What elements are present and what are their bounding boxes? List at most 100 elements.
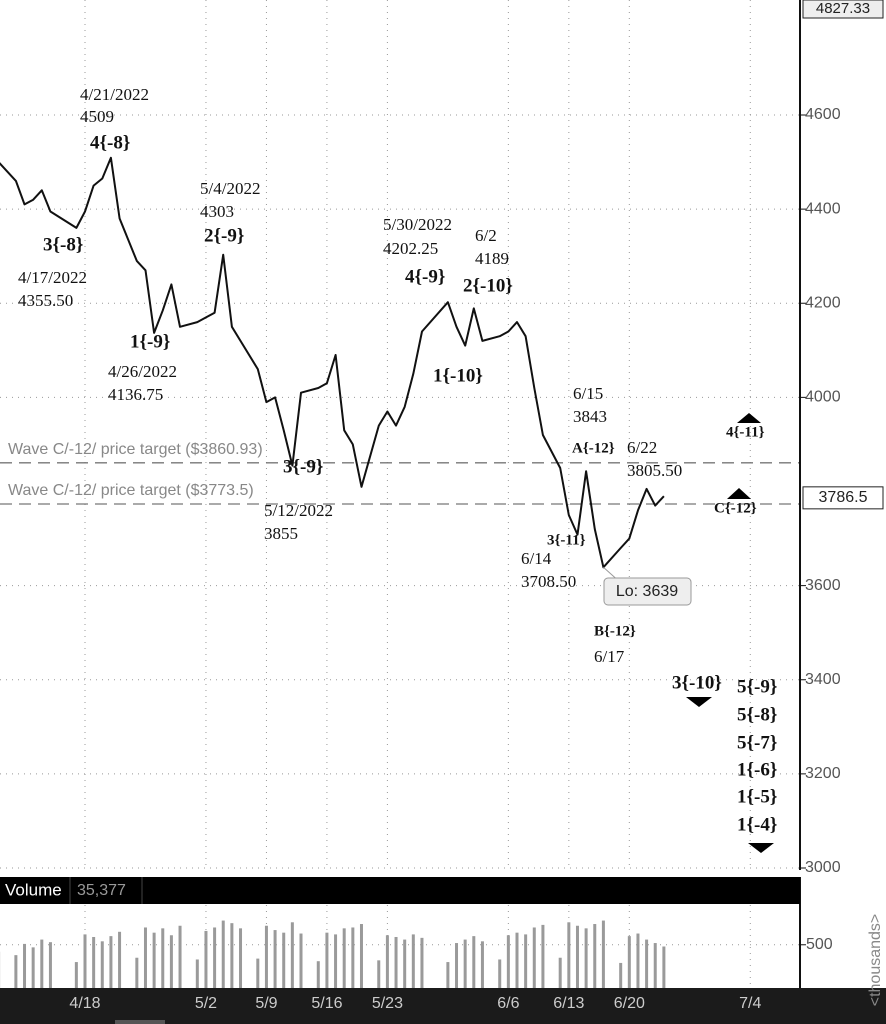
callout-connector [603, 566, 616, 579]
volume-bar [532, 927, 536, 988]
y-tick-label: 4000 [805, 389, 841, 406]
axis-max-label: 4827.33 [816, 0, 870, 17]
annotation: 3{-11} [547, 532, 586, 548]
volume-bar [601, 920, 605, 988]
annotation: C{-12} [714, 500, 757, 516]
volume-bar [411, 934, 415, 988]
annotation: 4189 [475, 249, 509, 268]
volume-bar [14, 955, 18, 988]
x-tick-label: 5/9 [255, 995, 277, 1012]
x-tick-label: 6/13 [553, 995, 584, 1012]
annotation: 4303 [200, 202, 234, 221]
volume-bar [463, 939, 467, 988]
volume-bar [23, 943, 27, 988]
y-tick-label: 3200 [805, 765, 841, 782]
volume-area: 500 [0, 920, 833, 988]
volume-bar [109, 936, 113, 988]
volume-axis-label: <thousands> [867, 914, 884, 1007]
axis-max-box [802, 0, 884, 19]
annotation: 4355.50 [18, 291, 73, 310]
volume-bar [558, 957, 562, 988]
annotation: 5/30/2022 [383, 215, 452, 234]
annotation: 1{-10} [433, 365, 483, 386]
volume-bar [83, 934, 87, 988]
volume-bar [48, 942, 52, 988]
volume-bar [575, 925, 579, 988]
price-target-label: Wave C/-12/ price target ($3860.93) [8, 441, 263, 458]
annotation: 3{-9} [283, 456, 323, 477]
volume-bar [524, 934, 528, 988]
arrow-down [686, 697, 712, 707]
volume-bar [567, 922, 571, 988]
annotation: 5{-7} [737, 732, 777, 753]
annotation: 4/26/2022 [108, 362, 177, 381]
volume-bar [195, 959, 199, 988]
scrollbar [115, 1020, 165, 1024]
volume-bar [169, 935, 173, 988]
volume-bar [221, 920, 225, 988]
volume-bar [325, 932, 329, 988]
y-tick-label: 4200 [805, 294, 841, 311]
volume-title: Volume [5, 880, 62, 899]
annotation: 1{-4} [737, 814, 777, 835]
separator [0, 870, 886, 877]
arrow-up [727, 488, 751, 499]
y-tick-label: 3400 [805, 671, 841, 688]
annotation: 1{-6} [737, 759, 777, 780]
annotation: 6/14 [521, 549, 552, 568]
x-axis-bar [0, 988, 886, 1024]
annotation: 5/4/2022 [200, 179, 260, 198]
annotation: 5/12/2022 [264, 501, 333, 520]
annotation: 3708.50 [521, 572, 576, 591]
volume-header [0, 877, 800, 904]
volume-bar [515, 932, 519, 988]
volume-bar [472, 936, 476, 988]
annotation: 4/17/2022 [18, 268, 87, 287]
x-tick-label: 6/6 [497, 995, 519, 1012]
annotation: 1{-9} [130, 331, 170, 352]
annotation: 4{-11} [726, 424, 765, 440]
x-tick-label: 5/16 [311, 995, 342, 1012]
volume-bar [178, 925, 182, 988]
last-price-label: 3786.5 [819, 489, 868, 506]
annotation: 4509 [80, 107, 114, 126]
volume-bar [636, 933, 640, 988]
volume-bar [282, 932, 286, 988]
volume-bar [506, 935, 510, 988]
volume-bar [627, 936, 631, 988]
x-tick-label: 6/20 [614, 995, 645, 1012]
volume-bar [342, 928, 346, 988]
volume-bar [593, 924, 597, 988]
volume-bar [446, 962, 450, 988]
volume-bar [135, 957, 139, 988]
annotation: 6/2 [475, 226, 497, 245]
volume-bar [359, 924, 363, 988]
volume-bar [455, 943, 459, 988]
annotation: 6/22 [627, 438, 657, 457]
annotation: 2{-9} [204, 225, 244, 246]
annotation: B{-12} [594, 623, 636, 639]
volume-bar [316, 961, 320, 988]
annotation: 4/21/2022 [80, 85, 149, 104]
annotation: 4136.75 [108, 385, 163, 404]
volume-bar [239, 928, 243, 988]
x-tick-label: 7/4 [739, 995, 761, 1012]
volume-bar [152, 932, 156, 988]
volume-bar [264, 925, 268, 988]
volume-bar [403, 939, 407, 988]
volume-bar [334, 934, 338, 988]
volume-bar [31, 947, 35, 988]
volume-bar [498, 959, 502, 988]
volume-bar [645, 939, 649, 988]
volume-bar [143, 927, 147, 988]
volume-bar [100, 941, 104, 988]
volume-bar [394, 936, 398, 988]
volume-bar [351, 927, 355, 988]
annotation: 3805.50 [627, 461, 682, 480]
volume-bar [377, 960, 381, 988]
y-tick-label: 3600 [805, 577, 841, 594]
callout-box [603, 577, 692, 606]
annotation: 3855 [264, 524, 298, 543]
